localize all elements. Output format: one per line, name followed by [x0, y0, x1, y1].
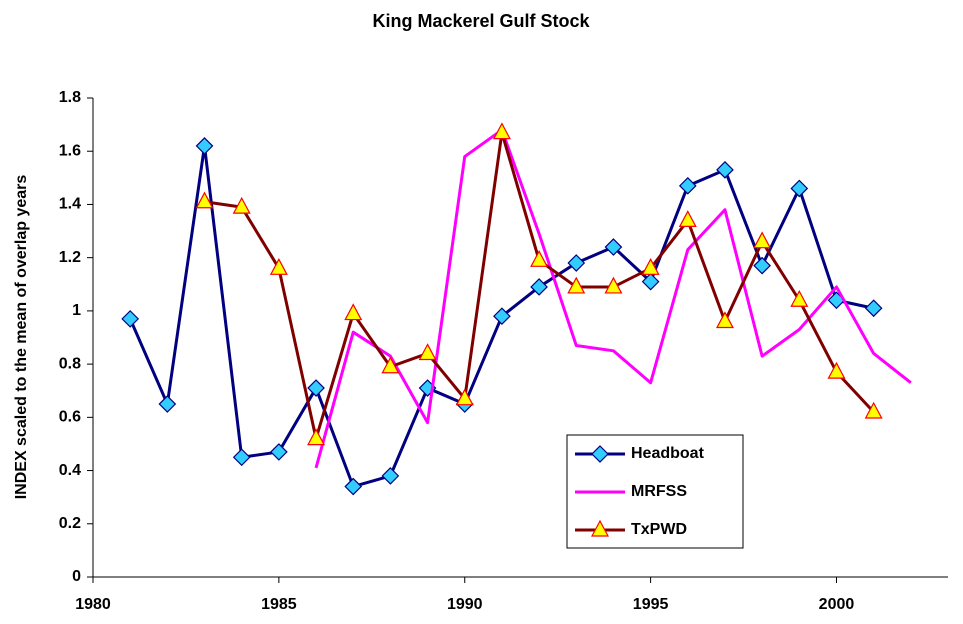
legend-marker	[591, 445, 609, 463]
data-point	[307, 379, 325, 397]
data-point	[195, 137, 214, 155]
data-point	[270, 443, 288, 461]
data-point	[121, 310, 140, 328]
chart-title: King Mackerel Gulf Stock	[372, 11, 590, 31]
y-tick-label: 0.4	[59, 462, 81, 479]
data-point	[567, 276, 586, 294]
legend-label: MRFSS	[631, 483, 687, 500]
data-point	[678, 176, 697, 195]
x-tick-label: 1995	[633, 596, 669, 613]
y-tick-label: 0.6	[59, 409, 81, 426]
y-tick-label: 1.4	[59, 196, 81, 213]
data-point	[864, 299, 883, 318]
data-point	[381, 467, 400, 485]
series-line	[314, 128, 912, 469]
y-tick-label: 0	[72, 568, 81, 585]
data-point	[827, 361, 846, 379]
data-point	[641, 258, 660, 275]
data-point	[753, 256, 771, 275]
data-point	[158, 395, 177, 413]
y-tick-label: 1.6	[59, 142, 81, 159]
data-point	[753, 231, 772, 249]
data-point	[604, 238, 623, 256]
data-point	[418, 343, 437, 361]
data-point	[716, 161, 734, 179]
legend-label: Headboat	[631, 445, 705, 462]
data-point	[232, 196, 251, 214]
data-point	[641, 272, 660, 291]
data-point	[530, 250, 549, 267]
legend-label: TxPWD	[631, 521, 687, 538]
data-point	[790, 289, 809, 307]
x-tick-label: 2000	[819, 596, 855, 613]
data-point	[269, 258, 288, 275]
data-point	[492, 122, 511, 140]
data-point	[790, 179, 809, 198]
data-point	[344, 477, 363, 496]
data-point	[455, 388, 474, 406]
data-point	[195, 191, 214, 209]
data-point	[678, 210, 697, 228]
data-point	[381, 356, 400, 374]
y-tick-label: 0.8	[59, 355, 81, 372]
data-point	[864, 401, 883, 419]
x-tick-label: 1985	[261, 596, 297, 613]
y-axis-label: INDEX scaled to the mean of overlap year…	[13, 175, 30, 500]
y-tick-label: 1.8	[59, 89, 81, 106]
data-point	[567, 254, 586, 272]
legend-marker	[591, 519, 609, 537]
y-tick-label: 0.2	[59, 515, 81, 532]
data-point	[232, 448, 251, 467]
x-tick-label: 1980	[75, 596, 111, 613]
data-point	[307, 428, 326, 446]
y-tick-label: 1	[72, 302, 81, 319]
data-point	[493, 307, 511, 326]
data-point	[604, 276, 623, 294]
y-tick-label: 1.2	[59, 249, 81, 266]
data-point	[344, 303, 363, 321]
x-tick-label: 1990	[447, 596, 483, 613]
data-point	[715, 311, 734, 329]
data-point	[530, 278, 548, 296]
